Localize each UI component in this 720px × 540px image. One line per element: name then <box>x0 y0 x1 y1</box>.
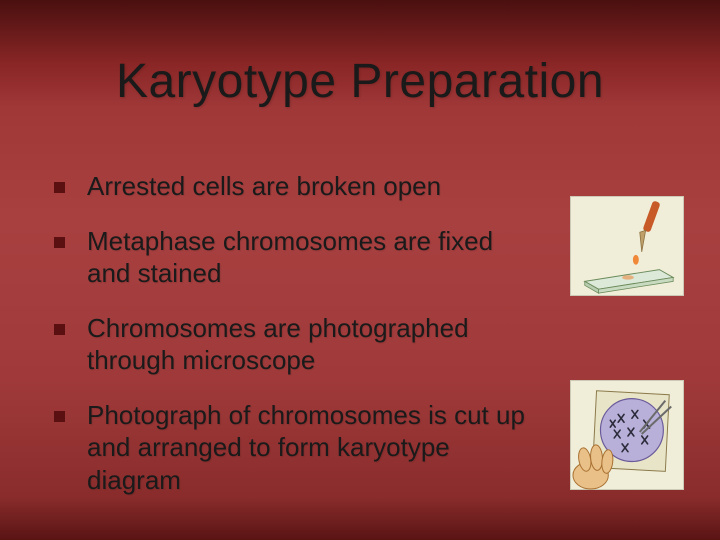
slide-title: Karyotype Preparation <box>0 54 720 109</box>
bullet-icon <box>54 324 65 335</box>
bullet-text: Arrested cells are broken open <box>87 170 441 203</box>
bullet-text: Chromosomes are photographed through mic… <box>87 312 534 377</box>
bullet-text: Metaphase chromosomes are fixed and stai… <box>87 225 534 290</box>
bullet-list: Arrested cells are broken open Metaphase… <box>54 170 534 518</box>
illustration-slide-prep <box>570 196 684 296</box>
bullet-icon <box>54 411 65 422</box>
photo-cut-icon <box>571 380 683 490</box>
bullet-text: Photograph of chromosomes is cut up and … <box>87 399 534 497</box>
list-item: Chromosomes are photographed through mic… <box>54 312 534 377</box>
slide-prep-icon <box>571 196 683 296</box>
illustration-photo-cut <box>570 380 684 490</box>
list-item: Arrested cells are broken open <box>54 170 534 203</box>
bullet-icon <box>54 182 65 193</box>
list-item: Metaphase chromosomes are fixed and stai… <box>54 225 534 290</box>
slide: Karyotype Preparation Arrested cells are… <box>0 0 720 540</box>
bullet-icon <box>54 237 65 248</box>
list-item: Photograph of chromosomes is cut up and … <box>54 399 534 497</box>
